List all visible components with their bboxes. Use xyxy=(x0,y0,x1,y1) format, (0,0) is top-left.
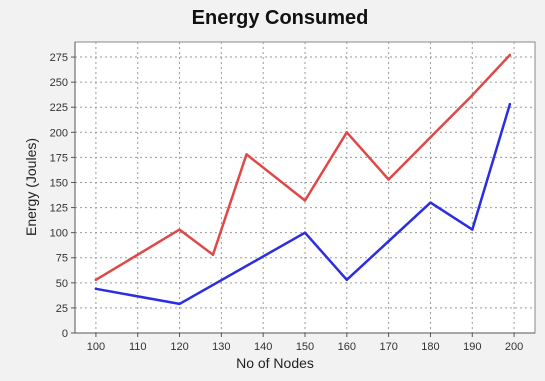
y-tick-label: 25 xyxy=(56,303,68,315)
series-1-point xyxy=(387,178,390,181)
series-2-point xyxy=(303,231,307,234)
series-1-point xyxy=(245,153,248,156)
y-tick-label: 250 xyxy=(50,77,68,89)
plot-area: 0 25 50 75 100 125 150 175 200 225 250 275 100 110 120… xyxy=(50,41,536,353)
series-2-point xyxy=(345,278,349,282)
x-axis-label: No of Nodes xyxy=(236,355,314,371)
series-1-point xyxy=(303,199,307,202)
y-tick-label: 100 xyxy=(50,228,68,240)
y-tick-label: 75 xyxy=(56,253,68,265)
y-tick-label: 0 xyxy=(62,328,68,340)
x-tick-label: 190 xyxy=(463,341,481,353)
y-tick-label: 50 xyxy=(56,278,68,290)
y-tick-label: 200 xyxy=(50,127,68,139)
series-2-point xyxy=(471,228,474,231)
y-tick-label: 175 xyxy=(50,152,68,164)
x-tick-label: 150 xyxy=(296,341,314,353)
series-1-point xyxy=(211,253,215,256)
series-1-point xyxy=(178,228,181,231)
x-tick-label: 120 xyxy=(170,341,188,353)
series-line-1 xyxy=(94,53,512,282)
x-tick-label: 160 xyxy=(338,341,356,353)
y-tick-label: 275 xyxy=(50,52,68,64)
y-tick-label: 225 xyxy=(50,102,68,114)
x-tick-label: 140 xyxy=(254,341,272,353)
series-1-point xyxy=(429,136,432,139)
y-tick-label: 125 xyxy=(50,203,68,215)
series-1-point xyxy=(94,278,98,282)
chart-title: Energy Consumed xyxy=(192,7,369,29)
y-axis-label: Energy (Joules) xyxy=(23,138,39,236)
y-tick-label: 150 xyxy=(50,177,68,189)
x-tick-label: 180 xyxy=(421,341,439,353)
x-tick-label: 170 xyxy=(379,341,397,353)
series-2-point xyxy=(508,103,512,106)
x-tick-label: 200 xyxy=(505,341,523,353)
x-tick-label: 110 xyxy=(129,341,147,353)
series-2-point xyxy=(429,201,432,204)
x-tick-label: 100 xyxy=(87,341,105,353)
series-1-point xyxy=(471,93,474,97)
series-1-point xyxy=(508,53,512,57)
series-2-point xyxy=(94,287,98,291)
series-2-point xyxy=(178,302,181,306)
series-1-point xyxy=(345,131,349,134)
x-tick-label: 130 xyxy=(212,341,230,353)
